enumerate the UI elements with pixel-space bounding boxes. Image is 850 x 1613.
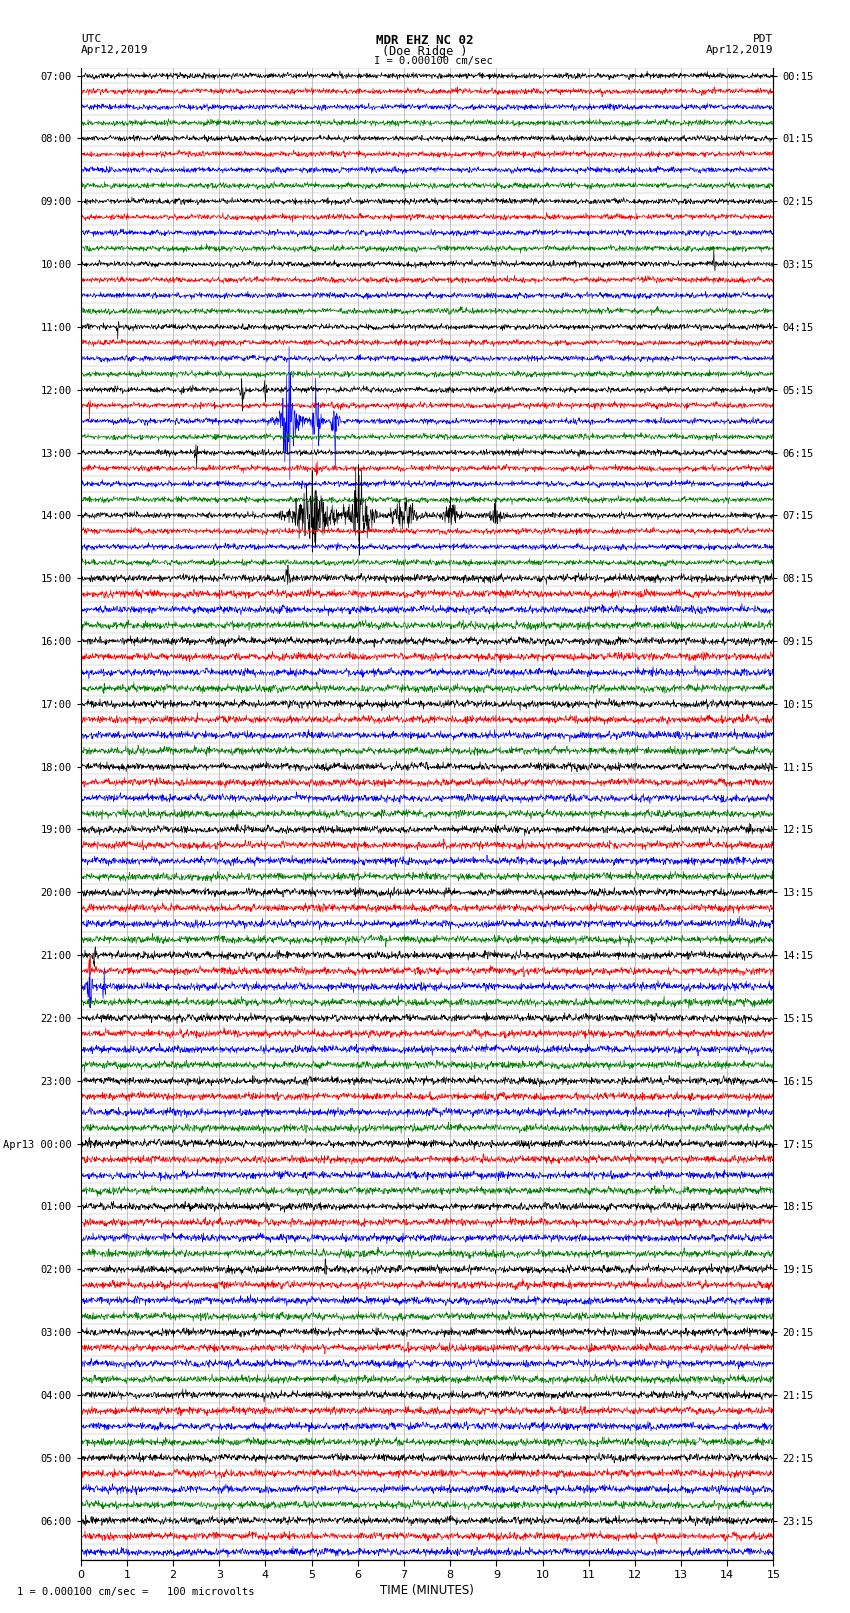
Text: PDT: PDT bbox=[753, 34, 774, 44]
X-axis label: TIME (MINUTES): TIME (MINUTES) bbox=[380, 1584, 474, 1597]
Text: Apr12,2019: Apr12,2019 bbox=[81, 45, 148, 55]
Text: (Doe Ridge ): (Doe Ridge ) bbox=[382, 45, 468, 58]
Text: MDR EHZ NC 02: MDR EHZ NC 02 bbox=[377, 34, 473, 47]
Text: Apr12,2019: Apr12,2019 bbox=[706, 45, 774, 55]
Text: UTC: UTC bbox=[81, 34, 101, 44]
Text: 1 = 0.000100 cm/sec =   100 microvolts: 1 = 0.000100 cm/sec = 100 microvolts bbox=[17, 1587, 254, 1597]
Text: I = 0.000100 cm/sec: I = 0.000100 cm/sec bbox=[374, 56, 493, 66]
